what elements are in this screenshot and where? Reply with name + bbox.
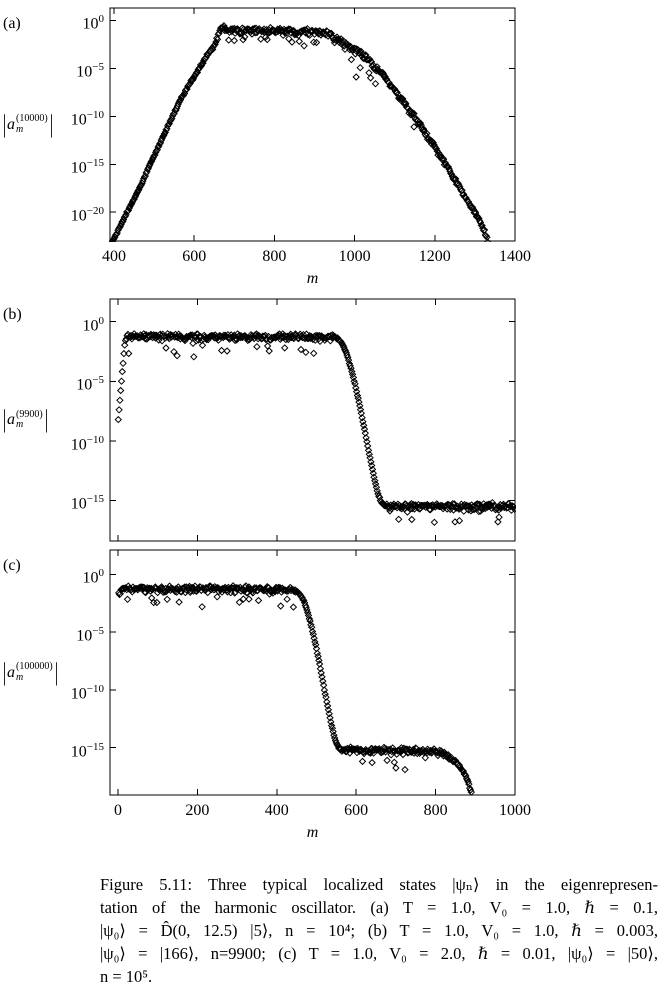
y-tick-label: 10−5: [76, 374, 104, 394]
x-tick-label: 600: [344, 802, 369, 819]
data-points: [114, 582, 476, 796]
y-tick-label: 100: [82, 13, 105, 33]
chart-a: [109, 7, 516, 242]
y-tick-label: 10−10: [70, 109, 104, 129]
x-tick-label: 400: [102, 248, 126, 265]
y-tick-label: 10−15: [70, 157, 104, 177]
data-points: [109, 21, 492, 242]
plot-frame: [109, 298, 516, 542]
x-tick-label: 1400: [499, 248, 531, 265]
plot-frame: [109, 549, 516, 796]
caption-line: |ψ₀⟩ = D̂(0, 12.5) |5⟩, n = 10⁴; (b) T =…: [100, 921, 658, 940]
y-tick-label: 10−15: [70, 493, 104, 513]
y-tick-label: 10−20: [70, 205, 104, 225]
caption-line: Figure 5.11: Three typical localized sta…: [100, 875, 658, 894]
x-tick-label: 400: [264, 802, 289, 819]
y-axis-label-c: | a (100000) m |: [2, 658, 58, 686]
x-tick-label: 1200: [418, 248, 451, 265]
y-tick-label: 10−10: [70, 682, 104, 703]
y-tick-label: 10−15: [70, 740, 104, 760]
charts-area: (a) | a (10000) m | 100 10−5 10−10 10−15 10−20 400 6…: [2, 7, 531, 841]
x-tick-label: 1000: [499, 802, 531, 819]
y-tick-label: 100: [82, 314, 105, 334]
x-tick-label: 200: [185, 802, 210, 819]
caption-line: n = 10⁵.: [100, 967, 153, 986]
x-tick-label: 0: [113, 802, 122, 819]
y-tick-label: 10−5: [76, 625, 104, 645]
y-axis-label-a: | a (10000) m |: [2, 110, 53, 138]
x-tick-label: 800: [423, 802, 448, 819]
x-axis-label-c: m: [306, 824, 319, 841]
y-tick-label: 10−10: [70, 433, 104, 454]
panel-label-b: (b): [3, 306, 22, 323]
chart-c: [109, 549, 516, 796]
panel-label-c: (c): [3, 557, 21, 574]
axis-ticks: [110, 8, 516, 241]
caption-line: tation of the harmonic oscillator. (a) T…: [100, 898, 658, 917]
figure-caption: Figure 5.11: Three typical localized sta…: [100, 873, 658, 988]
y-tick-label: 100: [82, 567, 105, 587]
x-axis-label-a: m: [306, 270, 319, 287]
y-tick-label: 10−5: [76, 61, 104, 81]
data-points: [114, 329, 516, 527]
panel-label-a: (a): [3, 15, 21, 32]
axis-ticks: [110, 299, 516, 541]
axis-ticks: [110, 550, 516, 795]
y-axis-label-b: | a (9900) m |: [2, 406, 48, 433]
x-tick-label: 600: [182, 248, 207, 265]
plot-frame: [109, 7, 516, 242]
x-tick-label: 800: [262, 248, 287, 265]
plots-svg: [109, 7, 516, 796]
chart-b: [109, 298, 516, 542]
x-tick-label: 1000: [338, 248, 371, 265]
caption-line: |ψ₀⟩ = |166⟩, n=9900; (c) T = 1.0, V₀ = …: [100, 944, 658, 963]
